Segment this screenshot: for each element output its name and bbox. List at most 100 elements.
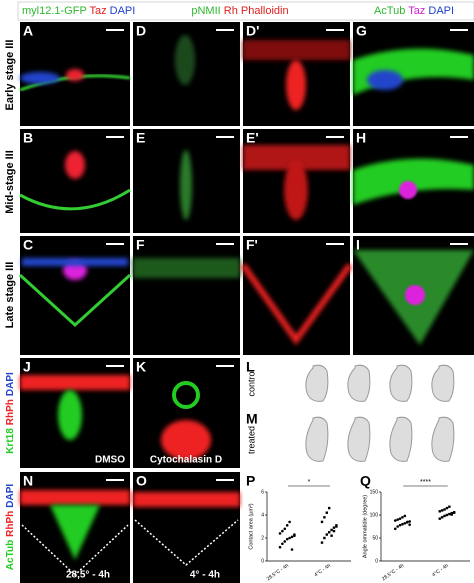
side-label: AcTub RhPh DAPI [5, 484, 16, 571]
row-label: Early stage III [4, 40, 16, 111]
data-point [320, 520, 324, 524]
data-point [443, 514, 446, 518]
micrograph [20, 129, 130, 233]
panel: D' [243, 22, 350, 126]
panel-letter: F [136, 237, 145, 253]
data-point [452, 511, 456, 514]
side-word: DAPI [5, 372, 16, 396]
cell [172, 381, 200, 409]
micrograph [133, 472, 240, 583]
data-point [328, 506, 331, 510]
panel: E' [243, 129, 350, 233]
data-point [438, 517, 441, 520]
header-word: Taz [408, 5, 425, 17]
cell-model [347, 416, 371, 462]
data-point [396, 518, 399, 521]
panel-letter: K [136, 359, 146, 375]
data-point [408, 523, 411, 526]
y-tick-label: 50 [372, 535, 378, 541]
data-point [445, 513, 449, 517]
side-word: RhPh [5, 399, 16, 425]
data-point [283, 540, 287, 543]
panel: J [20, 358, 130, 468]
panel-letter: G [356, 23, 367, 39]
side-word: Krt18 [5, 428, 16, 454]
y-tick-label: 100 [370, 512, 379, 518]
header-word: Taz [89, 5, 106, 17]
cell [399, 181, 417, 199]
panel: I [353, 236, 474, 355]
panel: A [19, 22, 131, 126]
actin [161, 420, 211, 460]
data-point [290, 548, 294, 551]
data-point [335, 525, 338, 528]
panel: O [133, 472, 240, 583]
panel-letter: M [246, 411, 258, 427]
data-point [281, 542, 284, 546]
data-point [278, 545, 282, 549]
panel: F [133, 236, 240, 355]
header-text: myl12.1-GFP Taz DAPI [22, 5, 135, 17]
tissue [353, 158, 474, 205]
data-point [283, 527, 287, 531]
data-point [440, 516, 444, 519]
y-tick-label: 0 [375, 558, 378, 564]
data-point [393, 519, 397, 522]
data-point [445, 506, 449, 510]
row-tag: control [246, 369, 256, 396]
panel: P [243, 472, 355, 583]
significance: * [308, 479, 311, 486]
data-point [403, 514, 407, 518]
header-frame [17, 1, 474, 21]
panel-letter: O [136, 473, 147, 489]
data-point [285, 537, 289, 541]
cell-model [305, 364, 329, 402]
panel-letter: E [136, 130, 145, 146]
data-point [403, 521, 407, 525]
panel-letter: C [23, 237, 33, 253]
panel: N [20, 472, 130, 583]
tissue [18, 273, 132, 328]
data-point [408, 520, 411, 523]
header-text: AcTub Taz DAPI [374, 5, 454, 17]
y-tick-label: 150 [370, 489, 379, 495]
data-point [393, 527, 397, 531]
data-point [405, 520, 409, 524]
micrograph [133, 236, 240, 355]
tissue [240, 263, 353, 346]
data-point [290, 535, 294, 539]
data-point [323, 516, 326, 519]
signal [175, 35, 195, 85]
cell-model [389, 416, 413, 462]
panel-letter: P [246, 473, 255, 489]
data-point [332, 529, 336, 533]
cell-model [305, 416, 329, 462]
band [133, 492, 240, 507]
row-label: Late stage III [4, 262, 16, 329]
band [20, 490, 130, 505]
cell-model [431, 364, 455, 402]
data-point [288, 520, 291, 524]
data-point [401, 522, 404, 526]
data-point [438, 510, 441, 513]
angle [21, 524, 129, 577]
header-word: myl12.1-GFP [22, 5, 87, 17]
y-tick-label: 0 [261, 558, 264, 564]
micrograph [20, 236, 130, 355]
header-word: DAPI [428, 5, 454, 17]
header-text: pNMII Rh Phalloidin [191, 5, 288, 17]
panel-letter: Q [360, 473, 371, 489]
side-word: AcTub [5, 540, 16, 570]
data-point [285, 524, 289, 527]
panel-letter: B [23, 130, 33, 146]
cell [286, 60, 306, 110]
data-point [450, 511, 453, 515]
cell [50, 505, 100, 560]
cell-model [389, 364, 413, 402]
header-word: AcTub [374, 5, 405, 17]
cell [65, 151, 85, 179]
caption: 28,5° - 4h [66, 570, 110, 581]
data-point [401, 516, 404, 519]
data-point [332, 526, 336, 529]
